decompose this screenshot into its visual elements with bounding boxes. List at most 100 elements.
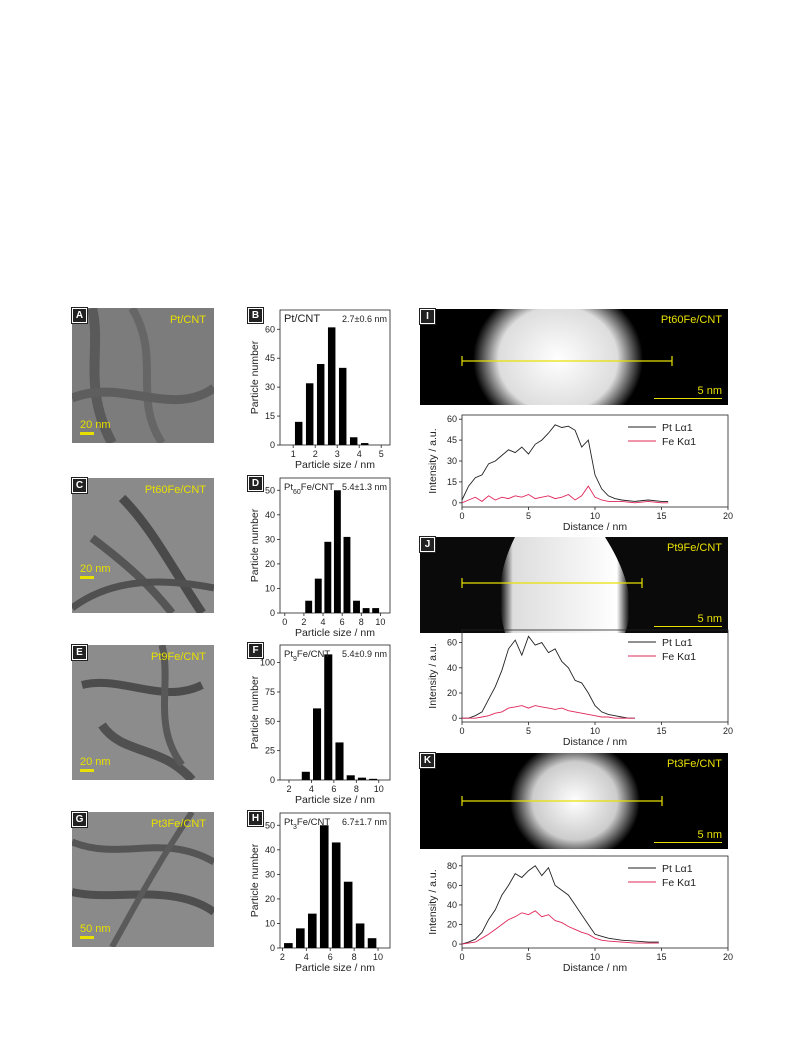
stem-scalebar-j: 5 nm — [654, 613, 722, 627]
y-tick-label: 45 — [447, 435, 457, 445]
size-statistic: 5.4±1.3 nm — [342, 482, 387, 492]
histogram-bar — [307, 913, 317, 948]
y-tick-label: 60 — [265, 324, 275, 334]
histogram-bar — [314, 578, 322, 613]
x-tick-label: 2 — [301, 617, 306, 627]
tem-label-c: Pt60Fe/CNT — [144, 484, 206, 496]
stem-label-k: Pt3Fe/CNT — [666, 758, 722, 770]
panel-letter-c: C — [71, 477, 88, 494]
legend-label: Fe Kα1 — [662, 651, 696, 663]
y-tick-label: 50 — [265, 716, 275, 726]
x-tick-label: 10 — [590, 726, 600, 736]
y-axis-label: Particle number — [249, 843, 261, 917]
fe-series-line — [462, 705, 635, 719]
histogram-bar — [333, 490, 341, 613]
histogram-bar — [284, 943, 293, 948]
y-axis-label: Intensity / a.u. — [427, 428, 439, 493]
histogram-bar — [357, 777, 366, 780]
stem-scalebar-k: 5 nm — [654, 829, 722, 843]
histogram-bar — [294, 421, 303, 445]
legend-label: Pt Lα1 — [662, 863, 693, 875]
panel-letter-a: A — [71, 307, 88, 324]
tem-label-g: Pt3Fe/CNT — [150, 818, 206, 830]
x-tick-label: 8 — [359, 617, 364, 627]
y-tick-label: 40 — [265, 845, 275, 855]
x-tick-label: 8 — [352, 952, 357, 962]
line-profile-k: Pt Lα1 Fe Kα1 0 5 10 15 20 0 20 40 60 80 Distance / … — [422, 853, 742, 974]
x-tick-label: 6 — [340, 617, 345, 627]
x-tick-label: 10 — [373, 952, 383, 962]
y-tick-label: 0 — [270, 943, 275, 953]
cnt-texture-e — [81, 645, 204, 780]
y-axis-label: Intensity / a.u. — [427, 643, 439, 708]
scalebar-g: 50 nm — [80, 923, 111, 939]
histogram-bar — [353, 600, 360, 613]
histogram-bar — [372, 608, 380, 613]
legend-label: Pt Lα1 — [662, 422, 693, 434]
x-tick-label: 6 — [328, 952, 333, 962]
x-axis-label: Particle size / nm — [295, 794, 375, 806]
x-axis-label: Distance / nm — [563, 521, 627, 533]
y-tick-label: 30 — [265, 382, 275, 392]
y-tick-label: 50 — [265, 485, 275, 495]
y-tick-label: 30 — [265, 534, 275, 544]
x-tick-label: 2 — [280, 952, 285, 962]
x-tick-label: 0 — [282, 617, 287, 627]
histogram-bar — [305, 383, 314, 445]
x-tick-label: 20 — [723, 952, 733, 962]
x-tick-label: 4 — [309, 784, 314, 794]
x-tick-label: 6 — [331, 784, 336, 794]
y-axis-label: Particle number — [249, 675, 261, 749]
panel-letter-d: D — [247, 475, 264, 492]
y-tick-label: 40 — [447, 663, 457, 673]
y-tick-label: 15 — [265, 411, 275, 421]
x-tick-label: 5 — [526, 511, 531, 521]
y-tick-label: 20 — [265, 559, 275, 569]
histogram-bar — [349, 437, 358, 445]
x-tick-label: 0 — [459, 726, 464, 736]
panel-letter-k: K — [419, 752, 436, 769]
pt-series-line — [462, 635, 635, 719]
y-tick-label: 50 — [265, 820, 275, 830]
histogram-bar — [327, 327, 336, 445]
y-axis-label: Intensity / a.u. — [427, 869, 439, 934]
x-tick-label: 2 — [313, 449, 318, 459]
stem-scalebar-i: 5 nm — [654, 385, 722, 399]
x-tick-label: 15 — [656, 952, 666, 962]
histogram-bar — [296, 928, 305, 948]
stem-image-j: Pt9Fe/CNT 5 nm — [420, 537, 728, 633]
histogram-f: 2 4 6 8 10 0 25 50 75 100 Particle size / nm Partic… — [248, 640, 391, 806]
x-tick-label: 4 — [357, 449, 362, 459]
tem-image-e: Pt9Fe/CNT 20 nm — [72, 645, 214, 780]
x-axis-label: Particle size / nm — [295, 459, 375, 471]
stem-label-j: Pt9Fe/CNT — [666, 542, 722, 554]
panel-letter-f: F — [247, 642, 264, 659]
y-tick-label: 0 — [452, 939, 457, 949]
size-statistic: 2.7±0.6 nm — [342, 314, 387, 324]
y-tick-label: 30 — [265, 869, 275, 879]
x-tick-label: 3 — [335, 449, 340, 459]
y-tick-label: 0 — [270, 608, 275, 618]
y-tick-label: 0 — [452, 498, 457, 508]
y-tick-label: 60 — [447, 880, 457, 890]
histogram-b: 1 2 3 4 5 0 15 30 45 60 Particle size / nm Particle… — [248, 305, 391, 471]
cnt-texture-a — [72, 308, 214, 443]
sample-name: Pt/CNT — [284, 313, 320, 325]
panel-letter-j: J — [419, 536, 436, 553]
histogram-bar — [316, 364, 325, 445]
histogram-bar — [305, 600, 313, 613]
x-tick-label: 10 — [590, 952, 600, 962]
panel-letter-e: E — [71, 644, 88, 661]
x-axis-label: Particle size / nm — [295, 962, 375, 974]
scalebar-c: 20 nm — [80, 563, 111, 579]
y-axis-label: Particle number — [249, 340, 261, 414]
x-tick-label: 5 — [379, 449, 384, 459]
histogram-bar — [313, 708, 322, 780]
histogram-bar — [360, 443, 369, 445]
x-tick-label: 1 — [291, 449, 296, 459]
stem-image-k: Pt3Fe/CNT 5 nm — [420, 753, 728, 849]
sample-name: Pt60Fe/CNT — [284, 482, 334, 496]
tem-label-a: Pt/CNT — [169, 314, 206, 326]
y-tick-label: 20 — [265, 894, 275, 904]
histogram-bar — [343, 881, 353, 948]
